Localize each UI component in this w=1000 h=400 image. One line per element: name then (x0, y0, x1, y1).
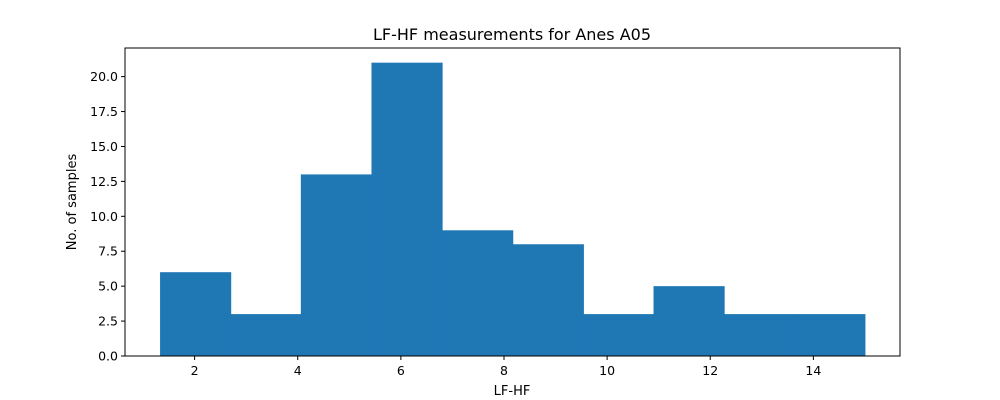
y-tick-label: 12.5 (90, 174, 118, 189)
y-tick-label: 10.0 (90, 209, 118, 224)
histogram-bar (794, 314, 866, 356)
x-axis-label: LF-HF (494, 384, 531, 399)
bars-group (160, 62, 866, 357)
x-tick-label: 12 (702, 363, 718, 378)
y-tick-label: 0.0 (98, 349, 118, 364)
histogram-bar (442, 230, 514, 356)
chart-title: LF-HF measurements for Anes A05 (373, 25, 651, 44)
y-tick-label: 5.0 (98, 279, 118, 294)
y-tick-label: 2.5 (98, 314, 118, 329)
plot-frame (124, 47, 901, 357)
x-axis-ticks: 2 4 6 8 10 12 14 (191, 356, 821, 378)
x-tick-label: 8 (500, 363, 508, 378)
y-axis-label: No. of samples (65, 154, 80, 251)
histogram-bar (653, 286, 725, 356)
histogram-bar (512, 244, 584, 356)
y-axis-ticks: 0.0 2.5 5.0 7.5 10.0 12.5 15.0 17.5 20.0 (90, 69, 125, 364)
x-tick-label: 4 (294, 363, 302, 378)
y-tick-label: 20.0 (90, 69, 118, 84)
x-tick-label: 2 (191, 363, 199, 378)
x-tick-label: 6 (397, 363, 405, 378)
histogram-bar (724, 314, 796, 356)
y-tick-label: 17.5 (90, 104, 118, 119)
histogram-bar (160, 272, 232, 356)
histogram-bar (230, 314, 302, 356)
x-tick-label: 10 (599, 363, 615, 378)
x-tick-label: 14 (805, 363, 821, 378)
histogram-bar (583, 314, 655, 356)
histogram-bar (371, 62, 443, 357)
y-tick-label: 15.0 (90, 139, 118, 154)
y-tick-label: 7.5 (98, 244, 118, 259)
histogram-bar (300, 174, 372, 356)
